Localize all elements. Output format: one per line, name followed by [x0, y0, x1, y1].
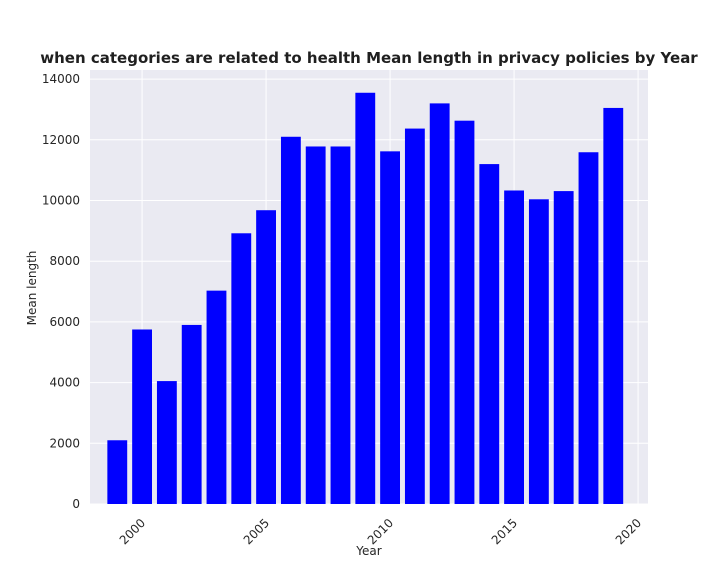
bar-2009: [355, 92, 376, 504]
bar-2004: [231, 233, 252, 504]
bar-1999: [107, 440, 128, 504]
bar-2000: [132, 329, 152, 504]
y-tick-label: 0: [72, 497, 80, 511]
y-tick-label: 14000: [42, 72, 80, 86]
bar-2012: [429, 103, 450, 504]
bar-2005: [256, 210, 276, 504]
x-tick-label: 2020: [613, 516, 644, 547]
y-tick-labels: 0 2000 4000 6000 8000 10000 12000 14000: [42, 72, 80, 511]
bar-2017: [553, 191, 574, 505]
bar-2010: [380, 151, 400, 504]
x-tick-labels: 2000 2005 2010 2015 2020: [117, 516, 644, 547]
bar-2011: [404, 128, 425, 504]
bars: [107, 92, 624, 505]
x-axis-label: Year: [355, 544, 381, 558]
bar-2001: [156, 381, 177, 504]
bar-2014: [479, 164, 500, 504]
x-tick-label: 2000: [117, 516, 148, 547]
bar-2007: [305, 146, 326, 504]
y-tick-label: 12000: [42, 133, 80, 147]
y-tick-label: 8000: [49, 254, 80, 268]
bar-2018: [578, 152, 599, 504]
bar-2015: [504, 190, 524, 505]
bar-2003: [206, 290, 227, 504]
bar-2016: [528, 199, 549, 505]
y-tick-label: 2000: [49, 436, 80, 450]
bar-2002: [181, 324, 202, 504]
x-tick-label: 2010: [365, 516, 396, 547]
chart-title: when categories are related to health Me…: [40, 49, 698, 67]
x-tick-label: 2005: [241, 516, 272, 547]
bar-2008: [330, 146, 351, 504]
y-axis-label: Mean length: [25, 251, 39, 326]
y-tick-label: 10000: [42, 194, 80, 208]
bar-2013: [454, 120, 475, 505]
x-tick-label: 2015: [489, 516, 520, 547]
bar-2006: [280, 136, 301, 504]
y-tick-label: 6000: [49, 315, 80, 329]
bar-2019: [603, 107, 624, 504]
y-tick-label: 4000: [49, 376, 80, 390]
